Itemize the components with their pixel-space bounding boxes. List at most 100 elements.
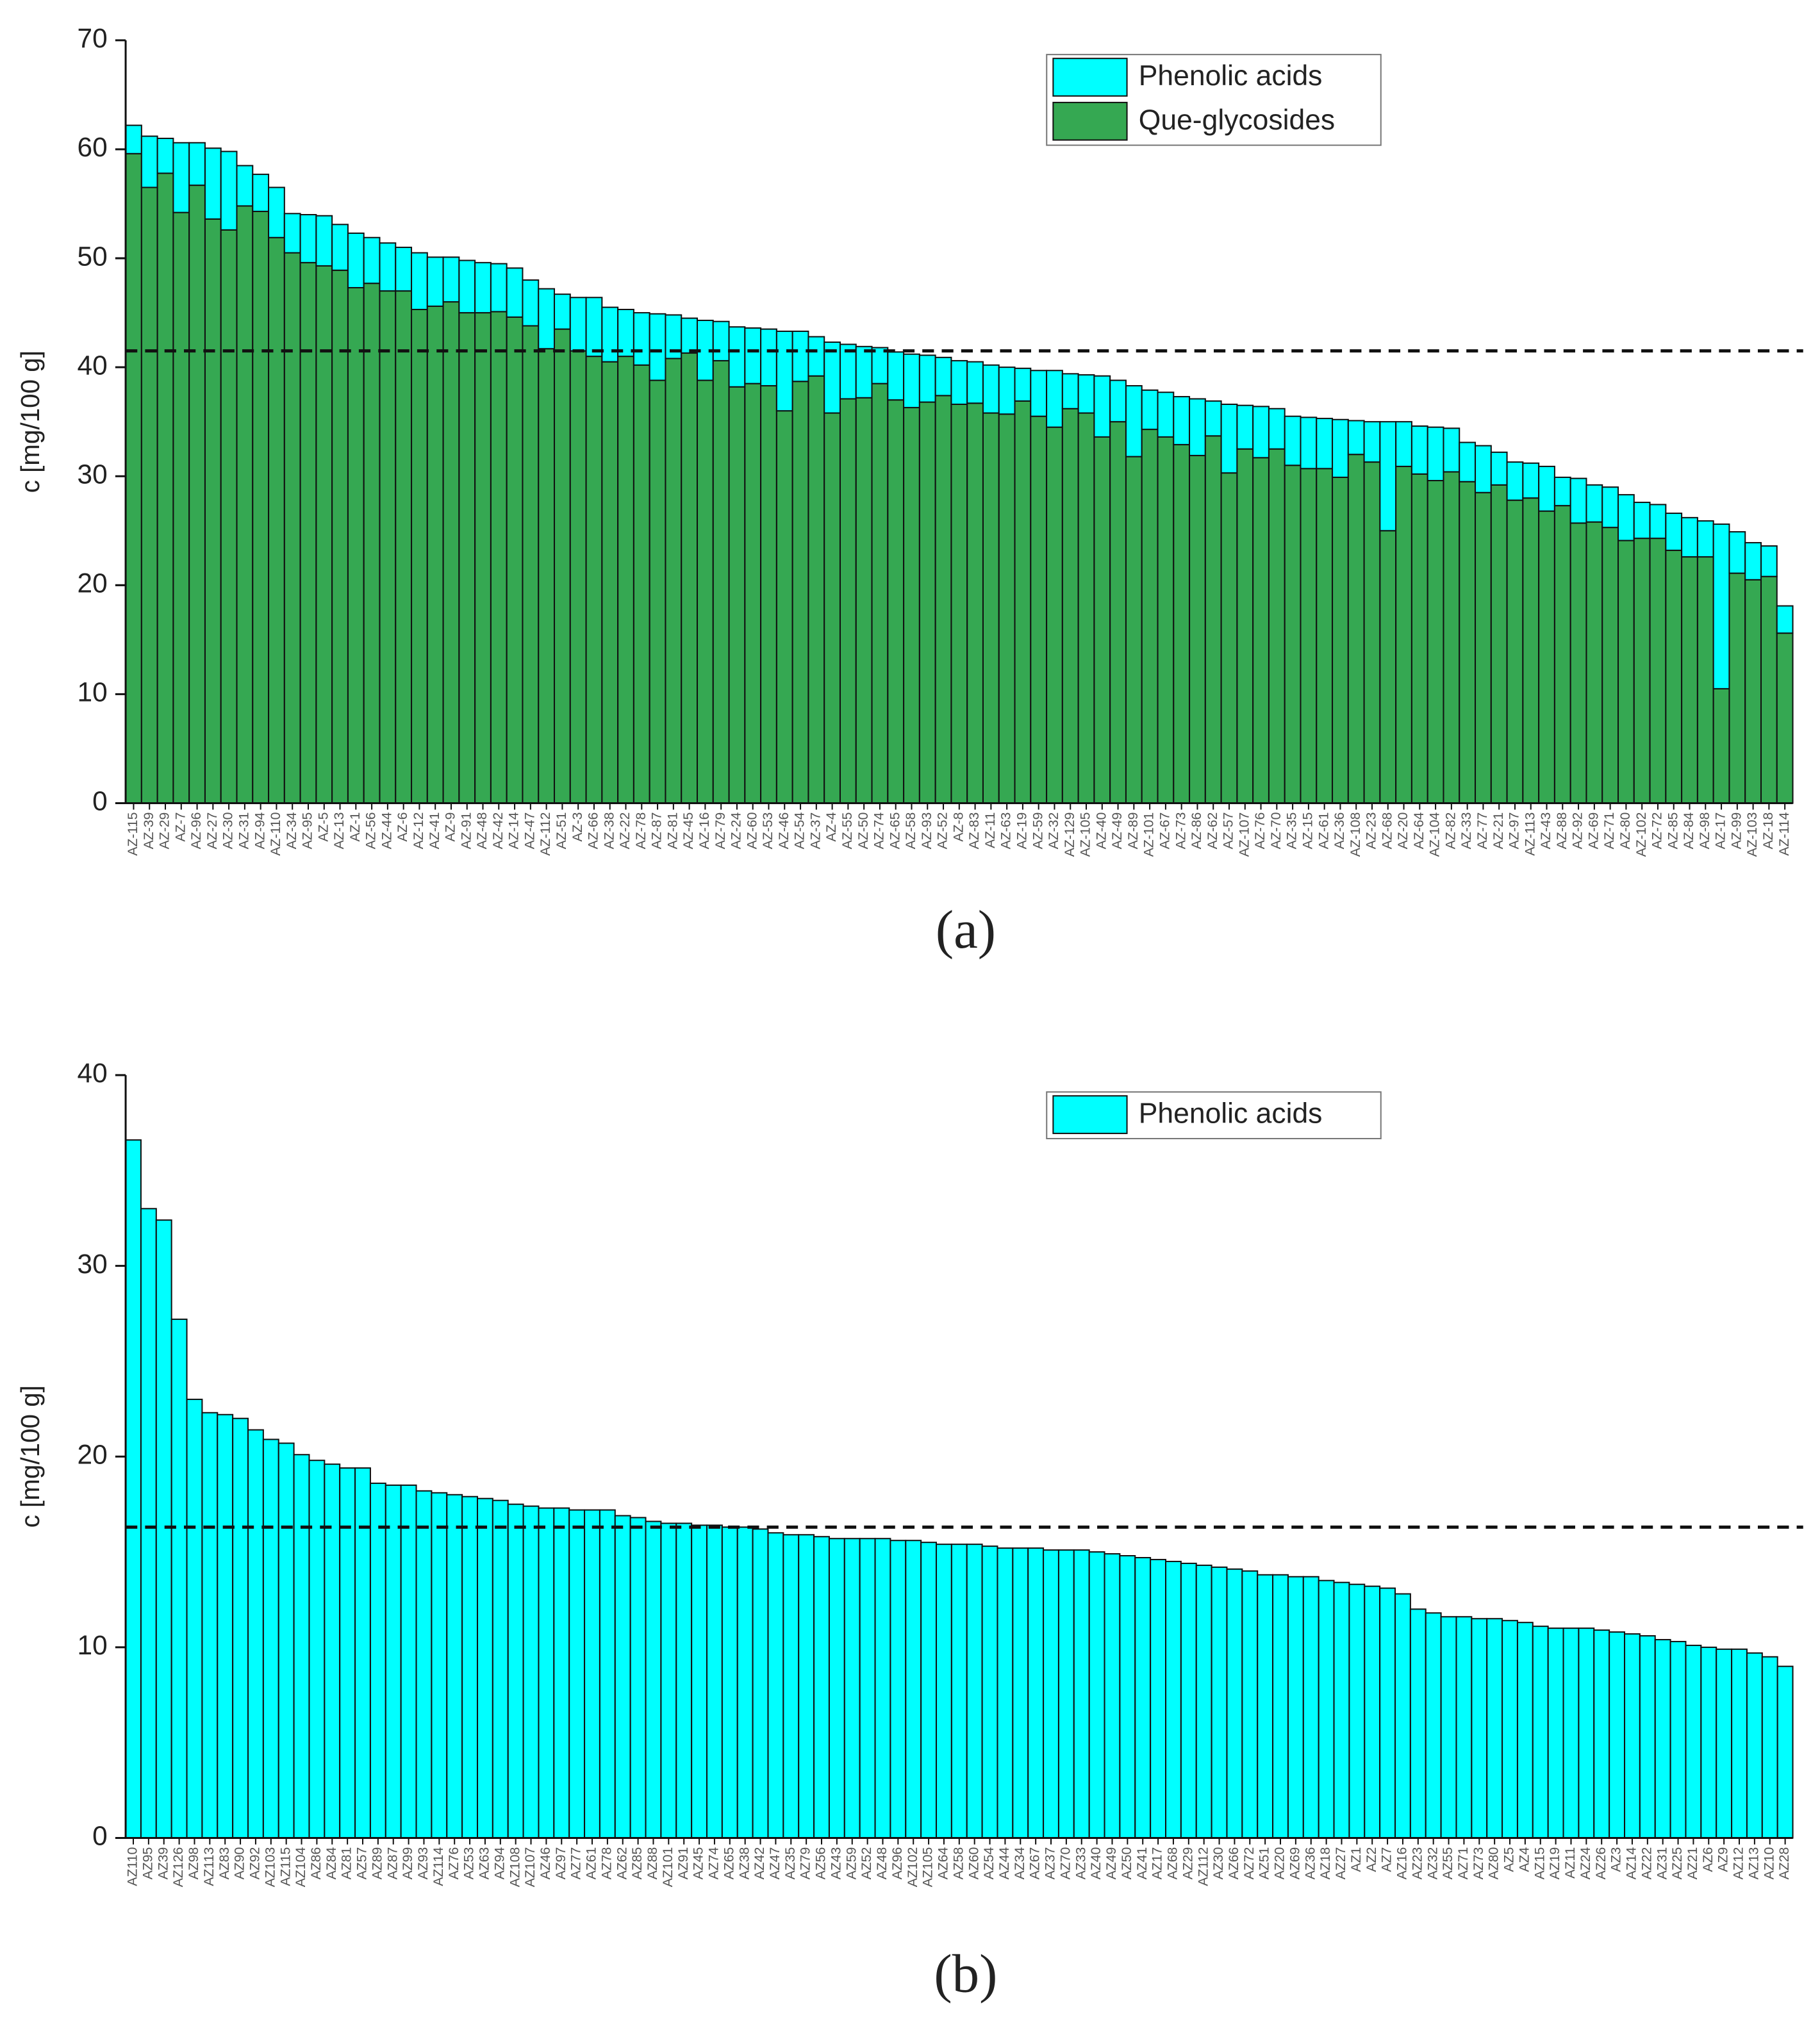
bar — [201, 1412, 219, 1839]
bar — [1093, 375, 1111, 438]
x-tick-label: AZ110 — [126, 1847, 140, 1886]
x-tick-label: AZ3 — [1609, 1847, 1624, 1872]
bar — [1609, 1631, 1626, 1839]
bar — [170, 1318, 188, 1839]
bar — [934, 356, 952, 397]
x-tick-label: AZ10 — [1762, 1847, 1776, 1880]
x-tick-label: AZ36 — [1303, 1847, 1318, 1880]
bar — [1395, 421, 1412, 467]
bar — [966, 402, 984, 804]
bar — [798, 1534, 815, 1839]
bar — [492, 1499, 509, 1839]
bar — [1394, 1593, 1411, 1839]
x-tick-label: AZ96 — [890, 1847, 905, 1880]
bar — [728, 386, 746, 804]
bar — [813, 1536, 830, 1839]
x-tick-label: AZ-71 — [1602, 812, 1617, 850]
bar — [1486, 1618, 1503, 1839]
y-tick-label: 50 — [78, 241, 108, 271]
y-tick-label: 30 — [78, 1249, 108, 1279]
x-tick-label: AZ-61 — [1316, 812, 1331, 850]
bar — [385, 1484, 402, 1839]
bar — [1475, 491, 1492, 804]
x-tick-label: AZ-34 — [285, 812, 299, 849]
x-tick-label: AZ30 — [1211, 1847, 1226, 1880]
x-tick-label: AZ59 — [844, 1847, 859, 1880]
x-tick-label: AZ70 — [1058, 1847, 1073, 1880]
bar — [645, 1520, 662, 1839]
bar — [568, 1509, 586, 1839]
bar — [1332, 418, 1349, 478]
x-tick-label: AZ-11 — [983, 812, 998, 848]
x-tick-label: AZ74 — [707, 1847, 722, 1879]
x-tick-label: AZ-14 — [507, 812, 522, 849]
x-tick-label: AZ-43 — [1539, 812, 1553, 850]
x-tick-label: AZ-50 — [856, 812, 871, 850]
bar — [1061, 373, 1079, 409]
bar — [950, 1544, 968, 1839]
bar — [395, 290, 413, 804]
bar — [431, 1492, 448, 1839]
bar — [252, 174, 270, 212]
x-tick-label: AZ64 — [936, 1847, 951, 1879]
bar — [918, 354, 936, 403]
bar — [1173, 396, 1191, 445]
bar — [1027, 1547, 1045, 1839]
x-tick-label: AZ-27 — [205, 812, 220, 850]
bar — [1268, 448, 1286, 804]
x-tick-label: AZ80 — [1487, 1847, 1502, 1880]
bar — [1696, 556, 1714, 804]
bar — [156, 137, 174, 174]
x-tick-label: AZ15 — [1532, 1847, 1547, 1880]
x-tick-label: AZ-8 — [951, 812, 966, 842]
bars — [125, 1139, 1794, 1839]
x-tick-label: AZ-32 — [1046, 812, 1061, 850]
bar — [617, 356, 634, 804]
x-tick-label: AZ41 — [1135, 1847, 1150, 1880]
x-tick-label: AZ62 — [615, 1847, 629, 1880]
x-tick-label: AZ-77 — [1475, 812, 1490, 850]
x-tick-label: AZ-23 — [1364, 812, 1379, 850]
bar — [1409, 1608, 1427, 1839]
bar — [660, 1522, 677, 1839]
bar — [1287, 1576, 1304, 1839]
x-tick-label: AZ17 — [1150, 1847, 1165, 1880]
bar — [1088, 1551, 1105, 1839]
x-tick-label: AZ71 — [1456, 1847, 1471, 1880]
x-tick-label: AZ101 — [661, 1847, 675, 1888]
bar — [617, 308, 634, 358]
bar — [1150, 1558, 1167, 1839]
x-tick-label: AZ22 — [1639, 1847, 1654, 1880]
bar — [347, 232, 365, 288]
bar — [1077, 412, 1095, 804]
x-tick-label: AZ-67 — [1158, 812, 1173, 850]
bar — [553, 1507, 570, 1839]
x-tick-label: AZ47 — [768, 1847, 782, 1880]
bar — [981, 1545, 998, 1839]
x-tick-label: AZ24 — [1578, 1847, 1593, 1879]
bar — [474, 261, 492, 314]
bar — [347, 286, 365, 804]
bar — [506, 316, 524, 804]
bar — [125, 152, 142, 804]
x-tick-label: AZ-33 — [1459, 812, 1474, 850]
y-tick-label: 10 — [78, 677, 108, 707]
x-tick-label: AZ-37 — [808, 812, 823, 850]
x-tick-label: AZ31 — [1655, 1847, 1669, 1880]
bar — [1471, 1618, 1488, 1839]
bar — [1649, 504, 1667, 540]
bar — [1522, 462, 1540, 499]
bar — [363, 236, 381, 284]
x-tick-label: AZ7 — [1380, 1847, 1394, 1872]
bar — [1220, 403, 1238, 474]
bar — [1443, 471, 1460, 804]
x-tick-label: AZ-69 — [1586, 812, 1601, 850]
x-tick-label: AZ-60 — [745, 812, 759, 850]
legend-label: Que-glycosides — [1139, 104, 1335, 136]
x-tick-label: AZ-15 — [1300, 812, 1315, 850]
bars — [125, 124, 1794, 804]
bar — [1553, 476, 1571, 507]
bar — [1665, 549, 1683, 804]
x-tick-label: AZ20 — [1273, 1847, 1287, 1880]
